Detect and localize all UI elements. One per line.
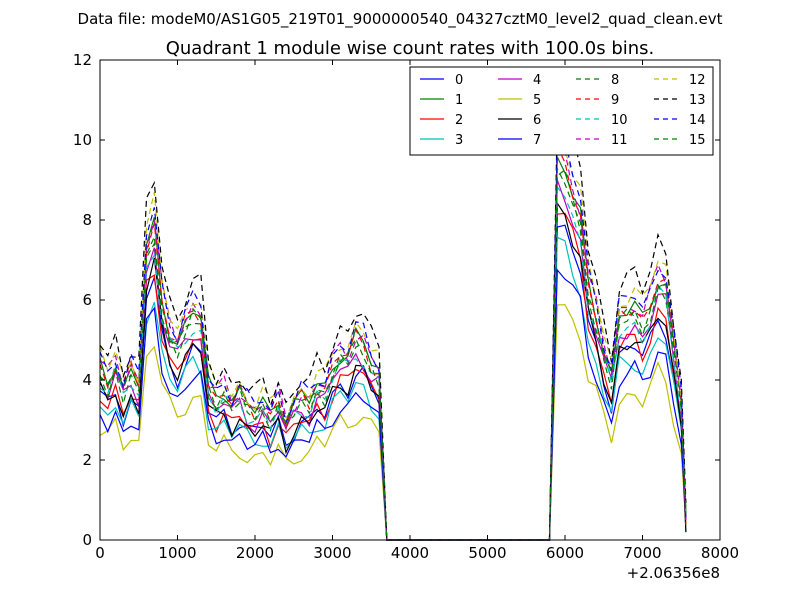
x-tick-label: 6000 — [546, 544, 584, 562]
legend-label-13: 13 — [689, 93, 706, 108]
y-tick-label: 6 — [82, 291, 92, 309]
y-tick-label: 10 — [73, 131, 92, 149]
x-tick-label: 3000 — [313, 544, 351, 562]
legend-label-10: 10 — [611, 113, 628, 128]
legend-label-9: 9 — [611, 93, 619, 108]
legend-label-3: 3 — [455, 133, 463, 148]
legend-label-14: 14 — [689, 113, 706, 128]
legend-label-8: 8 — [611, 73, 619, 88]
x-tick-label: 2000 — [236, 544, 274, 562]
series-line-11 — [99, 144, 687, 541]
legend-label-5: 5 — [533, 93, 541, 108]
legend-label-7: 7 — [533, 133, 541, 148]
legend-label-11: 11 — [611, 133, 628, 148]
legend-label-0: 0 — [455, 73, 463, 88]
ticks-layer: 0 1000 2000 3000 4000 5000 6000 7000 80000246810… — [73, 51, 739, 562]
legend-label-6: 6 — [533, 113, 541, 128]
series-layer — [99, 114, 687, 541]
y-tick-label: 4 — [82, 371, 92, 389]
x-tick-label: 4000 — [391, 544, 429, 562]
series-line-15 — [99, 168, 687, 541]
legend-label-2: 2 — [455, 113, 463, 128]
legend-label-4: 4 — [533, 73, 541, 88]
y-tick-label: 12 — [73, 51, 92, 69]
series-line-0 — [99, 224, 687, 541]
x-offset-label: +2.06356e8 — [627, 564, 720, 582]
figure-suptitle: Data file: modeM0/AS1G05_219T01_90000005… — [78, 10, 723, 29]
chart-title: Quadrant 1 module wise count rates with … — [166, 38, 655, 59]
series-line-3 — [99, 236, 687, 541]
series-line-1 — [99, 156, 687, 541]
series-line-2 — [99, 212, 687, 541]
y-tick-label: 2 — [82, 451, 92, 469]
x-tick-label: 7000 — [623, 544, 661, 562]
x-tick-label: 8000 — [701, 544, 739, 562]
x-tick-label: 5000 — [468, 544, 506, 562]
legend-box — [409, 66, 714, 156]
y-tick-label: 0 — [82, 531, 92, 549]
series-line-8 — [99, 168, 687, 541]
series-line-9 — [99, 145, 687, 541]
x-tick-label: 0 — [95, 544, 105, 562]
legend-label-12: 12 — [689, 73, 706, 88]
x-tick-label: 1000 — [158, 544, 196, 562]
legend-label-15: 15 — [689, 133, 706, 148]
y-tick-label: 8 — [82, 211, 92, 229]
legend-label-1: 1 — [455, 93, 463, 108]
